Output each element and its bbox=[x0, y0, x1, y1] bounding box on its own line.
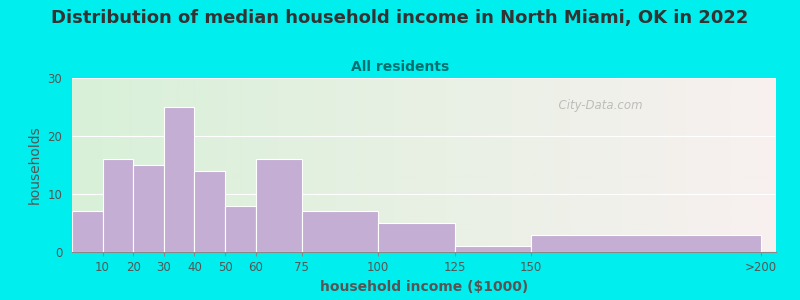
Bar bbox=[256, 159, 302, 252]
Y-axis label: households: households bbox=[28, 126, 42, 204]
Text: Distribution of median household income in North Miami, OK in 2022: Distribution of median household income … bbox=[51, 9, 749, 27]
Bar bbox=[164, 107, 194, 252]
X-axis label: household income ($1000): household income ($1000) bbox=[320, 280, 528, 294]
Bar bbox=[102, 159, 134, 252]
Bar bbox=[302, 212, 378, 252]
Bar bbox=[378, 223, 454, 252]
Bar bbox=[454, 246, 531, 252]
Bar bbox=[72, 212, 102, 252]
Text: City-Data.com: City-Data.com bbox=[550, 99, 642, 112]
Bar bbox=[225, 206, 256, 252]
Bar bbox=[531, 235, 761, 252]
Text: All residents: All residents bbox=[351, 60, 449, 74]
Bar bbox=[194, 171, 225, 252]
Bar bbox=[134, 165, 164, 252]
